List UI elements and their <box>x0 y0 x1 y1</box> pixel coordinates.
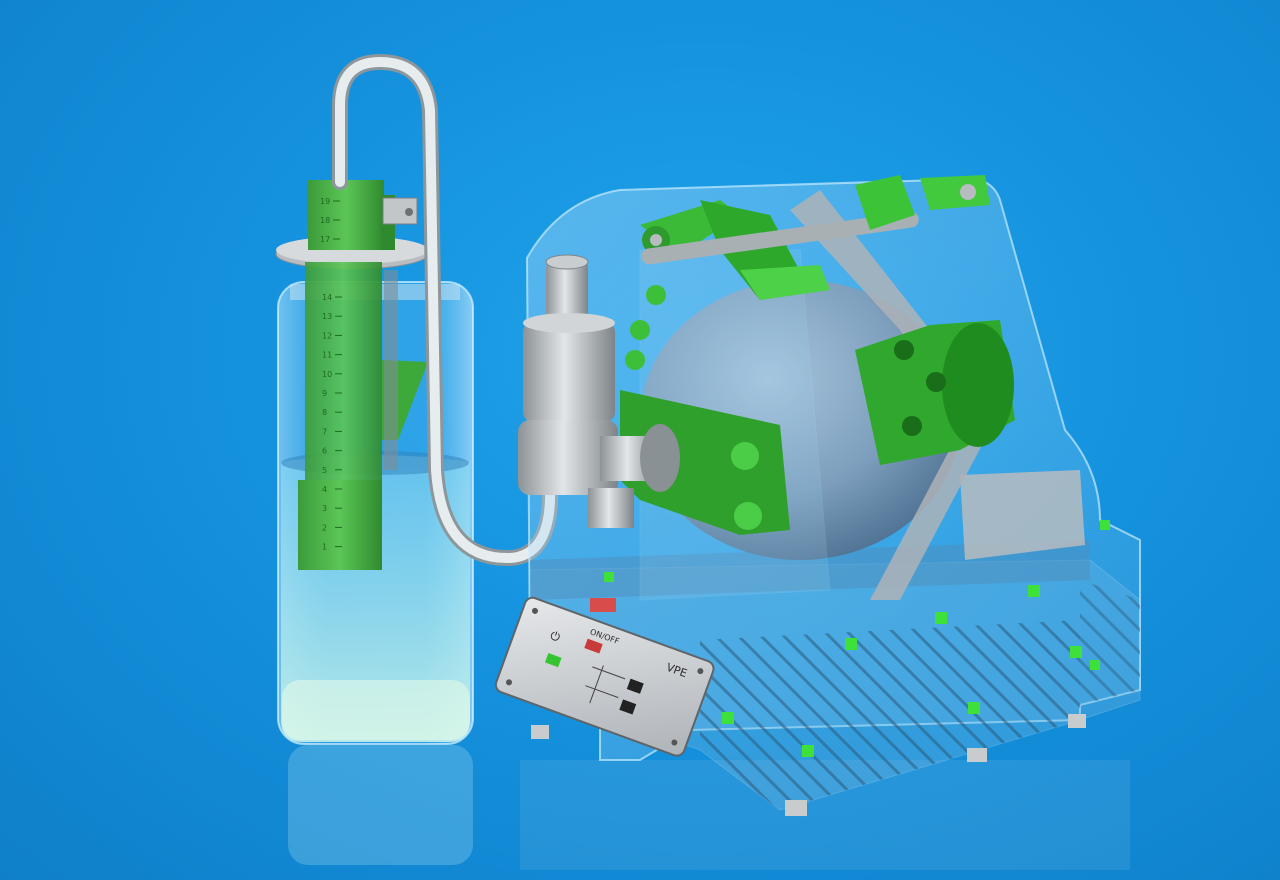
graduated-measuring-tube <box>298 180 428 570</box>
volume-up-button[interactable] <box>626 678 644 694</box>
control-panel: ON/OFF ⏻ VPE <box>494 596 715 757</box>
scale-number: 13 <box>322 312 332 321</box>
scale-number: 4 <box>322 485 327 494</box>
scale-number: 7 <box>322 427 327 436</box>
scale-number: 5 <box>322 466 327 475</box>
volume-down-button[interactable] <box>619 699 637 715</box>
scale-number: 17 <box>320 235 330 244</box>
mode-button[interactable] <box>544 653 562 668</box>
scale-number: 19 <box>320 197 330 206</box>
scale-number: 10 <box>322 370 332 379</box>
scale-number: 2 <box>322 523 327 532</box>
scale-number: 9 <box>322 389 327 398</box>
scale-number: 6 <box>322 447 327 456</box>
scale-number: 1 <box>322 543 327 552</box>
scale-number: 18 <box>320 216 330 225</box>
scale-number: 11 <box>322 351 332 360</box>
scale-number: 14 <box>322 293 332 302</box>
tube-scale-top: 19 18 17 <box>320 197 340 244</box>
floor-reflection <box>288 745 1130 870</box>
tube-scale-main: 14 13 12 11 10 9 8 7 6 5 4 3 2 1 <box>322 293 342 552</box>
exhalation-valve <box>518 254 680 528</box>
scale-number: 3 <box>322 504 327 513</box>
scale-number: 12 <box>322 331 332 340</box>
onoff-button[interactable] <box>584 638 603 654</box>
ventilator-machine <box>525 175 1141 816</box>
scale-number: 8 <box>322 408 327 417</box>
